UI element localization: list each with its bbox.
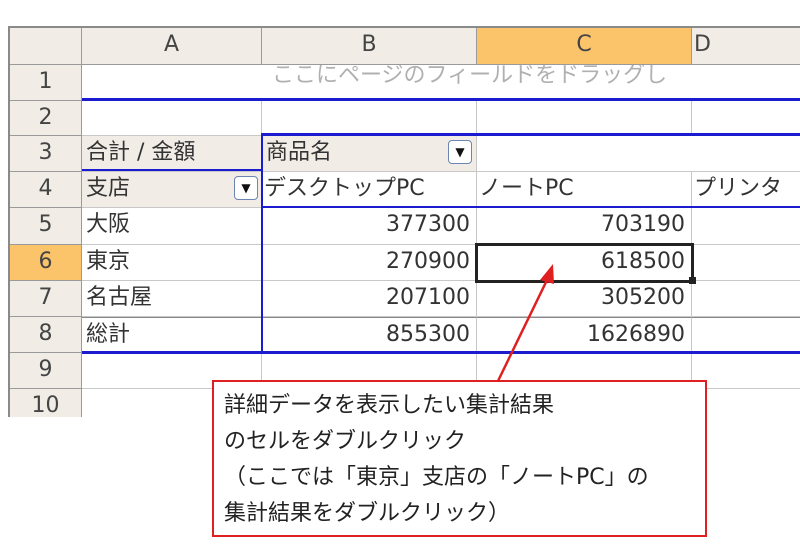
value-cell[interactable]: 377300	[262, 208, 477, 245]
row-area-border	[261, 133, 263, 353]
data-field-label[interactable]: 合計 / 金額	[82, 136, 262, 172]
cell-d9[interactable]	[692, 353, 800, 389]
callout-line: （ここでは「東京」支店の「ノートPC」の	[224, 465, 649, 490]
cell-a9[interactable]	[82, 353, 262, 389]
arrow-head-icon	[540, 264, 554, 284]
column-header-c[interactable]: C	[477, 28, 692, 65]
row-header-3[interactable]: 3	[10, 136, 82, 172]
column-area-border	[262, 133, 800, 136]
column-field-button[interactable]: 商品名	[262, 136, 477, 172]
value-cell[interactable]: 305200	[477, 281, 692, 317]
row-header-5[interactable]: 5	[10, 208, 82, 245]
value-cell[interactable]: 703190	[477, 208, 692, 245]
row-header-2[interactable]: 2	[10, 101, 82, 136]
row-item[interactable]: 東京	[82, 245, 262, 281]
cell-d7[interactable]	[692, 281, 800, 317]
callout-line: 集計結果をダブルクリック）	[224, 501, 511, 526]
column-header-a[interactable]: A	[82, 28, 262, 65]
page-area-border	[82, 98, 800, 101]
column-header-b[interactable]: B	[262, 28, 477, 65]
row-item[interactable]: 名古屋	[82, 281, 262, 317]
row-header-9[interactable]: 9	[10, 353, 82, 389]
data-area-border	[82, 169, 262, 171]
select-all-corner[interactable]	[10, 28, 82, 65]
row-item[interactable]: 大阪	[82, 208, 262, 245]
spreadsheet-grid: A B C D 1 2 3 4 5 6 7 8 9 10 ここにページのフィール…	[8, 26, 800, 417]
cell-c3[interactable]	[477, 136, 800, 172]
row-header-10[interactable]: 10	[10, 389, 82, 417]
cell-d6[interactable]	[692, 245, 800, 281]
active-cell-selection	[475, 243, 694, 283]
row-header-7[interactable]: 7	[10, 281, 82, 317]
row-header-1[interactable]: 1	[10, 65, 82, 101]
row-field-button[interactable]: 支店	[82, 172, 262, 208]
callout-box: 詳細データを表示したい集計結果 のセルをダブルクリック （ここでは「東京」支店の…	[212, 380, 707, 537]
cell-a2[interactable]	[82, 101, 262, 136]
row-header-4[interactable]: 4	[10, 172, 82, 208]
callout-line: 詳細データを表示したい集計結果	[224, 393, 555, 418]
column-field-dropdown-icon[interactable]: ▼	[448, 140, 472, 164]
column-items-border	[262, 206, 800, 208]
row-field-dropdown-icon[interactable]: ▼	[234, 176, 258, 200]
cell-d5[interactable]	[692, 208, 800, 245]
page-field-hint: ここにページのフィールドをドラッグし	[272, 65, 668, 88]
row-header-8[interactable]: 8	[10, 317, 82, 353]
pivot-bottom-border	[82, 351, 800, 354]
grand-total-cell[interactable]: 855300	[262, 317, 477, 353]
row-header-6[interactable]: 6	[10, 245, 82, 281]
arrow-line	[496, 277, 550, 382]
callout-line: のセルをダブルクリック	[224, 429, 467, 454]
value-cell[interactable]: 207100	[262, 281, 477, 317]
column-header-d[interactable]: D	[692, 28, 800, 65]
fill-handle[interactable]	[689, 277, 696, 284]
